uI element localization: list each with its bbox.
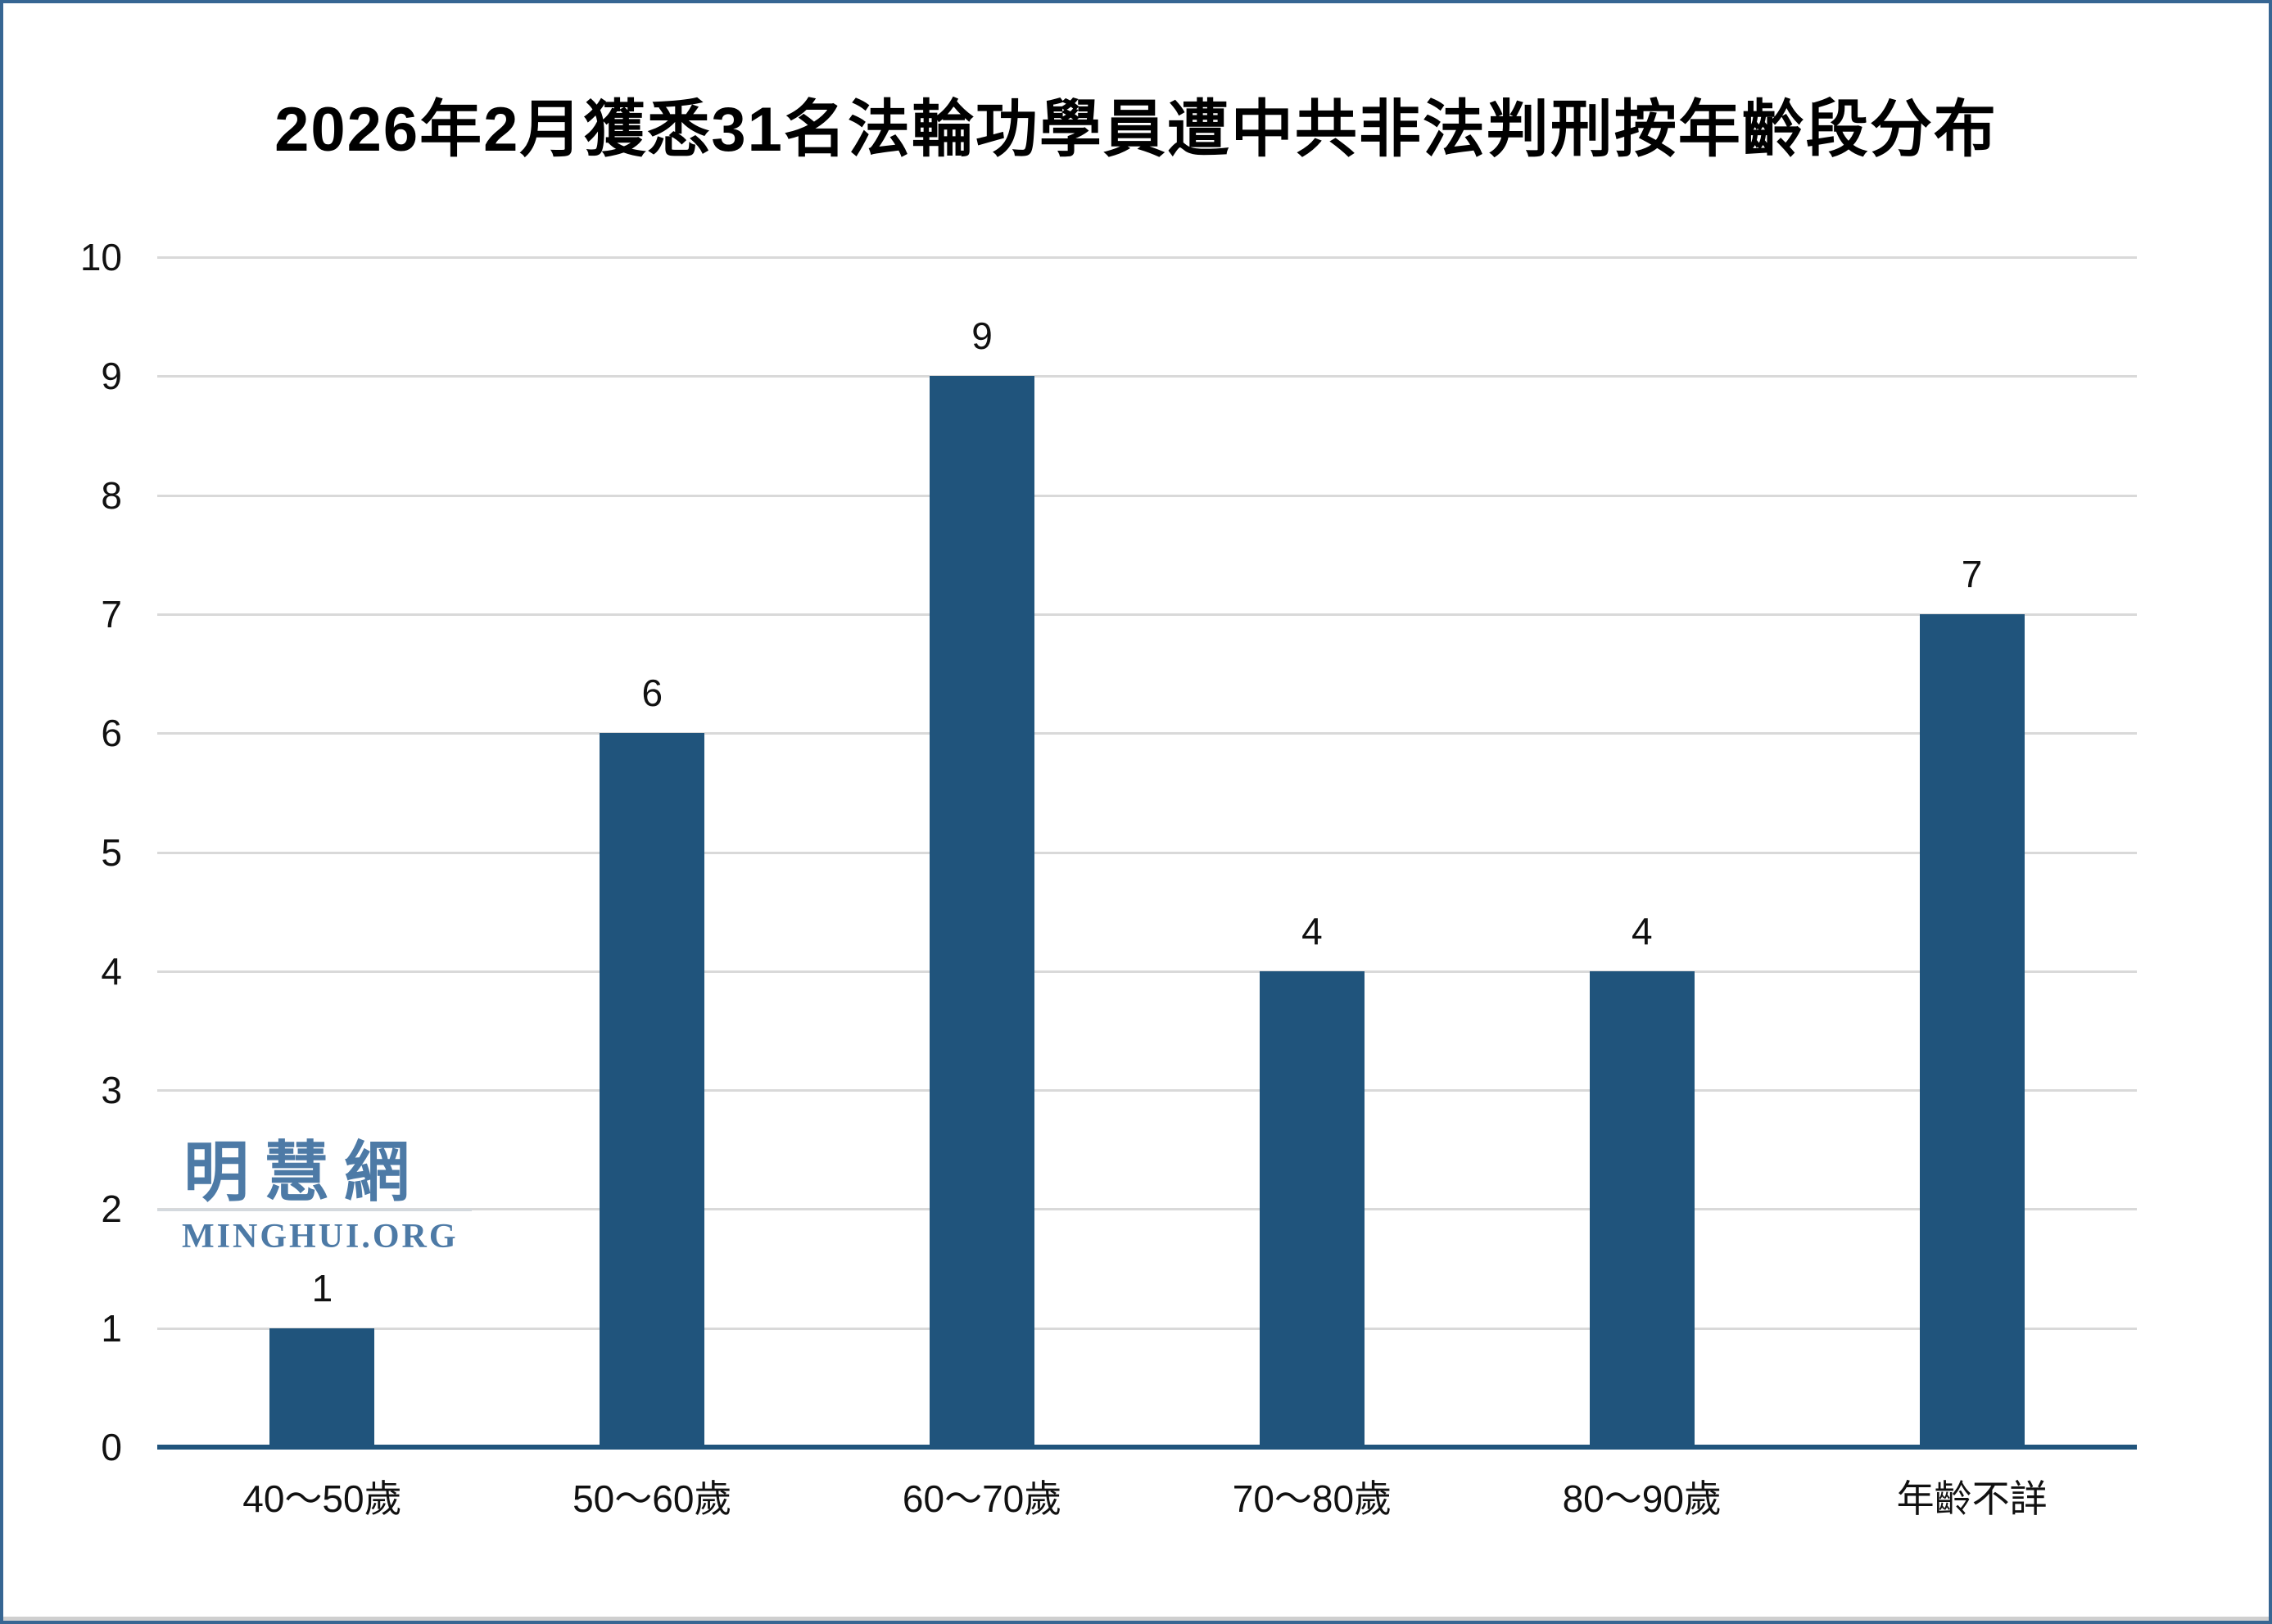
bar-value-label: 1 [311, 1266, 333, 1310]
gridline-y9 [157, 375, 2137, 378]
gridline-y10 [157, 256, 2137, 259]
gridline-y5 [157, 851, 2137, 854]
gridline-y7 [157, 613, 2137, 616]
watermark-divider [157, 1209, 472, 1211]
gridline-y3 [157, 1089, 2137, 1092]
y-axis-tick-label: 2 [101, 1187, 122, 1231]
x-axis-category-label: 50～60歲 [573, 1477, 732, 1520]
bar-80～90歲 [1589, 970, 1695, 1447]
watermark-cjk-logo: 明慧網 [183, 1136, 424, 1209]
x-axis: 40～50歲 50～60歲 60～70歲 70～80歲 80～90歲 年齡不詳 [157, 1476, 2137, 1541]
plot-area: 1 6 9 4 4 7 [157, 256, 2137, 1450]
y-axis-tick-label: 1 [101, 1306, 122, 1350]
gridline-y6 [157, 732, 2137, 735]
y-axis-tick-label: 5 [101, 830, 122, 874]
bar-value-label: 9 [971, 314, 993, 358]
bar-value-label: 7 [1961, 552, 1983, 595]
y-axis-tick-label: 8 [101, 473, 122, 517]
bar-60～70歲 [930, 376, 1035, 1447]
y-axis-tick-label: 0 [101, 1426, 122, 1468]
gridline-y4 [157, 970, 2137, 973]
bottom-edge-strip [3, 1617, 2269, 1621]
bar-value-label: 4 [1301, 909, 1323, 952]
gridline-y8 [157, 494, 2137, 497]
bar-value-label: 6 [641, 672, 663, 715]
bar-70～80歲 [1259, 970, 1365, 1447]
x-axis-category-label: 60～70歲 [902, 1477, 1062, 1520]
gridline-y2 [157, 1208, 2137, 1211]
y-axis-tick-label: 6 [101, 712, 122, 755]
bar-年齡不詳 [1919, 613, 2025, 1447]
x-axis-category-label: 40～50歲 [242, 1477, 402, 1520]
y-axis-tick-label: 9 [101, 355, 122, 398]
y-axis-tick-label: 7 [101, 592, 122, 636]
bar-50～60歲 [600, 733, 705, 1447]
y-axis-tick-label: 3 [101, 1069, 122, 1112]
bar-value-label: 4 [1631, 909, 1653, 952]
y-axis: 0 1 2 3 4 5 6 7 8 9 10 [3, 236, 122, 1468]
y-axis-tick-label: 4 [101, 949, 122, 993]
x-axis-category-label: 80～90歲 [1562, 1477, 1722, 1520]
watermark-url-text: MINGHUI.ORG [182, 1218, 459, 1255]
bar-40～50歲 [269, 1328, 375, 1447]
x-axis-line [157, 1445, 2137, 1450]
y-axis-tick-label: 10 [79, 236, 122, 278]
chart-title: 2026年2月獲悉31名法輪功學員遭中共非法判刑按年齡段分布 [274, 95, 1998, 165]
gridline-y1 [157, 1327, 2137, 1330]
x-axis-category-label: 年齡不詳 [1896, 1477, 2048, 1520]
x-axis-category-label: 70～80歲 [1232, 1477, 1392, 1520]
